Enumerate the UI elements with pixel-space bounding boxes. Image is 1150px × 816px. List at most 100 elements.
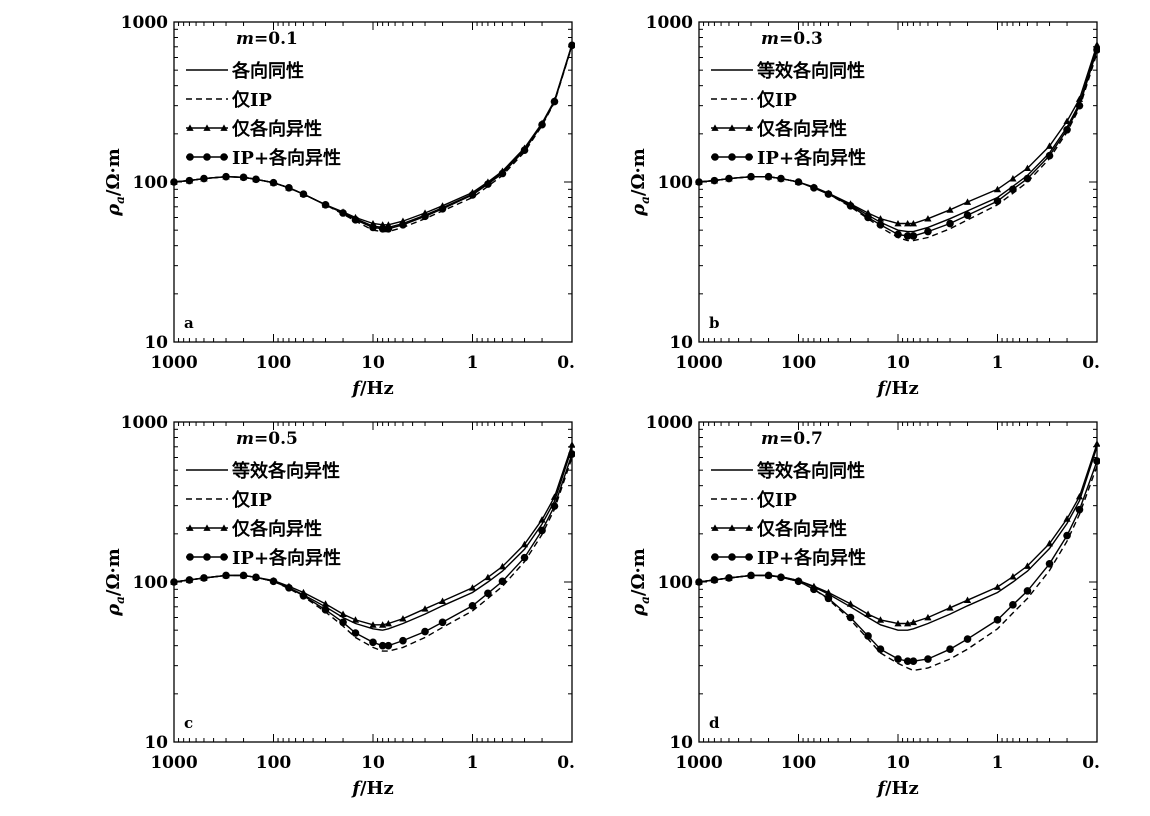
- legend-label: 等效各向异性: [232, 460, 340, 482]
- legend-circle-marker: [186, 553, 194, 561]
- circle-marker: [200, 574, 208, 582]
- circle-marker: [252, 573, 260, 582]
- circle-marker: [894, 230, 902, 239]
- legend-circle-marker: [728, 153, 736, 161]
- legend-label: 各向同性: [231, 60, 304, 82]
- x-tick-label: 10: [361, 753, 385, 773]
- x-tick-label: 100: [256, 753, 292, 773]
- x-tick-label: 1: [992, 753, 1004, 773]
- x-tick-label: 10: [361, 353, 385, 373]
- legend-circle-marker: [186, 153, 194, 161]
- circle-marker: [399, 221, 407, 229]
- triangle-marker: [1093, 440, 1101, 447]
- triangle-marker: [909, 219, 918, 227]
- legend-label: 仅IP: [231, 490, 272, 511]
- circle-marker: [321, 201, 330, 209]
- x-tick-label: 1: [467, 353, 479, 373]
- triangle-marker: [894, 619, 902, 627]
- chart-panel-c: 10001001010.1100010010f/Hzρa/Ω·mcm=0.5等效…: [0, 400, 587, 808]
- legend-triangle-marker: [711, 524, 719, 531]
- triangle-marker: [876, 215, 885, 222]
- circle-marker: [777, 174, 785, 183]
- y-tick-label: 1000: [121, 13, 168, 33]
- triangle-marker: [924, 613, 932, 621]
- legend-triangle-marker: [711, 124, 719, 131]
- chart-svg-a: 10001001010.1100010010f/Hzρa/Ω·mam=0.1各向…: [103, 13, 587, 399]
- circle-marker: [1093, 46, 1101, 54]
- circle-marker: [421, 627, 429, 636]
- circle-marker: [864, 632, 872, 640]
- legend-circle-marker: [203, 153, 211, 161]
- y-tick-label: 100: [133, 573, 169, 593]
- triangle-marker: [824, 588, 833, 596]
- circle-marker: [924, 655, 932, 663]
- circle-marker: [468, 191, 477, 199]
- legend-label: 仅IP: [756, 490, 797, 511]
- legend-circle-marker: [711, 153, 719, 161]
- circle-marker: [894, 655, 902, 663]
- triangle-marker: [379, 621, 387, 628]
- panel-letter: a: [184, 314, 194, 332]
- triangle-marker: [351, 616, 360, 623]
- legend-circle-marker: [711, 553, 719, 561]
- circle-marker: [725, 574, 733, 582]
- triangle-marker: [846, 600, 855, 607]
- circle-marker: [794, 577, 803, 586]
- legend-triangle-marker: [220, 124, 228, 131]
- circle-marker: [378, 224, 387, 233]
- circle-marker: [1063, 531, 1071, 540]
- legend-title: m=0.1: [236, 29, 298, 49]
- circle-marker: [369, 638, 377, 647]
- circle-marker: [399, 636, 407, 645]
- triangle-marker: [993, 583, 1002, 590]
- legend-label: IP+各向异性: [232, 147, 341, 169]
- triangle-marker: [484, 573, 492, 581]
- circle-marker: [1093, 457, 1101, 465]
- y-axis-title: ρa/Ω·m: [628, 548, 652, 617]
- circle-marker: [1023, 587, 1032, 595]
- circle-marker: [1063, 125, 1071, 134]
- x-axis-title: f/Hz: [875, 378, 919, 399]
- legend-label: 仅各向异性: [231, 518, 322, 540]
- triangle-marker: [1045, 142, 1054, 149]
- panel-letter: d: [709, 714, 720, 732]
- circle-marker: [903, 232, 912, 240]
- circle-marker: [810, 585, 818, 594]
- triangle-marker: [946, 206, 954, 213]
- circle-marker: [321, 606, 330, 614]
- x-tick-label: 0.1: [1082, 353, 1100, 373]
- circle-marker: [351, 629, 360, 637]
- chart-svg-b: 1000 100 10 1 0.1 1000 100 10 f/Hz ρa/Ω·m b m=0.3 等效…: [628, 13, 1112, 399]
- y-tick-label: 1000: [646, 13, 693, 33]
- circle-marker: [185, 576, 194, 584]
- y-tick-label: 10: [144, 333, 168, 353]
- triangle-marker: [1093, 41, 1101, 48]
- circle-marker: [170, 178, 178, 186]
- triangle-marker: [498, 562, 507, 570]
- legend-triangle-marker: [203, 124, 211, 131]
- circle-marker: [695, 178, 703, 186]
- x-axis-title: f/Hz: [350, 778, 394, 799]
- circle-marker: [568, 450, 576, 458]
- triangle-marker: [909, 618, 918, 626]
- circle-marker: [438, 618, 447, 627]
- legend-label: IP+各向异性: [232, 547, 341, 569]
- legend-title: m=0.5: [236, 429, 298, 449]
- x-tick-label: 100: [781, 753, 817, 773]
- circle-marker: [725, 174, 733, 183]
- circle-marker: [846, 201, 855, 210]
- triangle-marker: [894, 219, 902, 227]
- circle-marker: [239, 571, 248, 580]
- circle-marker: [538, 120, 546, 129]
- y-tick-label: 1000: [646, 413, 693, 433]
- circle-marker: [764, 571, 773, 580]
- circle-marker: [185, 176, 194, 185]
- legend-triangle-marker: [728, 124, 736, 131]
- series-line-2: [698, 465, 1098, 672]
- legend-triangle-marker: [728, 524, 736, 531]
- triangle-marker: [1023, 562, 1032, 569]
- panel-letter: c: [184, 714, 193, 732]
- x-tick-label: 10: [886, 353, 910, 373]
- circle-marker: [339, 209, 347, 217]
- chart-panel-d: 1000 100 10 1 0.1 1000 100 10 f/Hz ρa/Ω·m d m=0.7 等效…: [525, 400, 1112, 808]
